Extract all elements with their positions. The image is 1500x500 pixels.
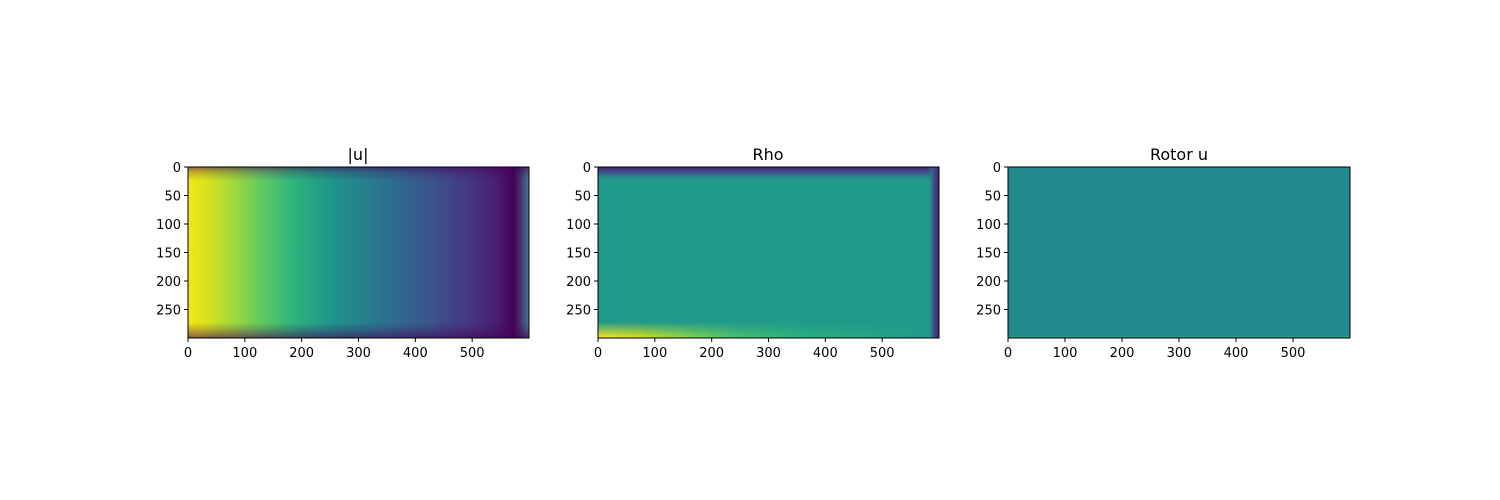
x-tick-label: 500 [460,346,485,361]
y-tick-label: 100 [566,218,591,233]
y-tick-label: 150 [156,247,181,262]
panel-title-rho: Rho [752,145,783,164]
y-tick-label: 0 [993,161,1001,176]
x-tick-label: 500 [870,346,895,361]
x-tick-label: 400 [1224,346,1249,361]
axis-ticks-rho: 0 100 200 300 400 500 0 50 100 150 200 250 [566,161,894,361]
x-tick-label: 200 [699,346,724,361]
heatmap-field [598,167,939,338]
y-tick-label: 0 [173,161,181,176]
x-tick-label: 100 [232,346,257,361]
x-tick-label: 200 [289,346,314,361]
x-tick-label: 200 [1110,346,1135,361]
heatmap-u-magnitude [188,167,529,338]
x-tick-label: 500 [1281,346,1306,361]
y-tick-label: 250 [156,304,181,319]
y-tick-label: 250 [976,304,1001,319]
x-tick-label: 400 [403,346,428,361]
heatmap-bottom-edge [598,322,939,338]
y-tick-label: 200 [976,275,1001,290]
y-tick-label: 0 [583,161,591,176]
y-tick-label: 200 [566,275,591,290]
x-tick-label: 300 [1167,346,1192,361]
heatmap-top-edge [598,167,939,181]
panel-title-u-magnitude: |u| [348,145,369,164]
heatmap-rotor-u [1008,167,1350,338]
y-tick-label: 150 [976,247,1001,262]
axis-ticks-u-magnitude: 0 100 200 300 400 500 0 50 100 150 200 250 [156,161,484,361]
y-tick-label: 100 [156,218,181,233]
y-tick-label: 50 [164,190,181,205]
x-tick-label: 0 [1004,346,1012,361]
panel-rotor-u: Rotor u 0 100 200 300 400 500 0 50 100 150 200 250 [976,145,1351,361]
x-tick-label: 100 [642,346,667,361]
y-tick-label: 50 [574,190,591,205]
panel-rho: Rho 0 100 200 300 400 500 0 50 100 150 200 250 [566,145,940,361]
y-tick-label: 250 [566,304,591,319]
x-tick-label: 300 [346,346,371,361]
x-tick-label: 0 [184,346,192,361]
y-tick-label: 200 [156,275,181,290]
heatmap-rho [598,167,939,338]
x-tick-label: 300 [756,346,781,361]
x-tick-label: 400 [813,346,838,361]
y-tick-label: 100 [976,218,1001,233]
heatmap-right-edge [928,167,939,338]
y-tick-label: 150 [566,247,591,262]
x-tick-label: 0 [594,346,602,361]
heatmap-bottom-line [1008,336,1350,338]
panel-u-magnitude: |u| 0 100 200 300 400 500 0 50 100 150 200 250 [156,145,530,361]
y-tick-label: 50 [984,190,1001,205]
axis-ticks-rotor-u: 0 100 200 300 400 500 0 50 100 150 200 250 [976,161,1305,361]
heatmap-field [1008,167,1350,338]
panel-title-rotor-u: Rotor u [1150,145,1208,164]
x-tick-label: 100 [1053,346,1078,361]
heatmap-boundary-layers [188,167,529,338]
